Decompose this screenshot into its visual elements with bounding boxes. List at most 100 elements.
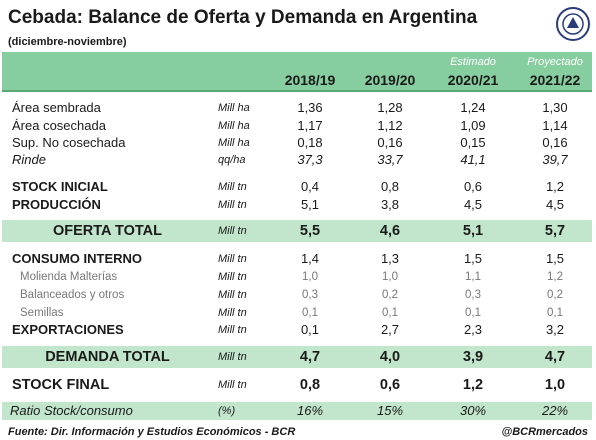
cell-value: 2,7 bbox=[380, 322, 400, 337]
cell-value: 1,0 bbox=[302, 271, 318, 283]
row-label: PRODUCCIÓN bbox=[12, 197, 101, 212]
cell-value: 1,0 bbox=[382, 271, 398, 283]
cell-value: 0,1 bbox=[302, 307, 318, 319]
row-label: Área cosechada bbox=[12, 118, 106, 133]
cell-value: 1,1 bbox=[465, 271, 481, 283]
column-header: 2021/22 bbox=[529, 72, 581, 88]
row-label: DEMANDA TOTAL bbox=[45, 349, 170, 365]
cell-value: 0,1 bbox=[465, 307, 481, 319]
row-label: OFERTA TOTAL bbox=[52, 223, 162, 239]
row-unit: Mill tn bbox=[218, 199, 247, 211]
cell-value: 0,1 bbox=[547, 307, 563, 319]
cell-value: 1,36 bbox=[297, 100, 323, 115]
cell-value: 0,3 bbox=[302, 289, 318, 301]
cell-value: 1,2 bbox=[545, 179, 565, 194]
cell-value: 1,2 bbox=[462, 377, 484, 393]
source: Fuente: Dir. Información y Estudios Econ… bbox=[8, 426, 296, 438]
cell-value: 1,30 bbox=[542, 100, 568, 115]
cell-value: 5,1 bbox=[462, 223, 484, 239]
cell-value: 2,3 bbox=[463, 322, 483, 337]
cell-value: 1,14 bbox=[542, 118, 568, 133]
title: Cebada: Balance de Oferta y Demanda en A… bbox=[8, 7, 478, 28]
cell-value: 1,5 bbox=[545, 251, 565, 266]
row-unit: Mill ha bbox=[218, 120, 250, 132]
cell-value: 3,2 bbox=[545, 322, 565, 337]
row-unit: Mill tn bbox=[218, 351, 247, 363]
cell-value: 37,3 bbox=[297, 152, 323, 167]
cell-value: 0,15 bbox=[460, 135, 486, 150]
cell-value: 0,8 bbox=[380, 179, 400, 194]
cell-value: 4,0 bbox=[379, 349, 401, 365]
cell-value: 1,5 bbox=[463, 251, 483, 266]
cell-value: 1,28 bbox=[377, 100, 403, 115]
cell-value: 4,6 bbox=[379, 223, 401, 239]
total-band bbox=[2, 346, 592, 368]
logo bbox=[556, 7, 590, 41]
cell-value: 0,16 bbox=[542, 135, 568, 150]
column-note: Proyectado bbox=[527, 56, 583, 68]
row-unit: Mill tn bbox=[218, 181, 247, 193]
cell-value: 5,5 bbox=[299, 223, 321, 239]
cell-value: 4,7 bbox=[299, 349, 321, 365]
cell-value: 22% bbox=[541, 403, 569, 418]
row-unit: Mill tn bbox=[218, 271, 247, 283]
column-header: 2019/20 bbox=[364, 72, 416, 88]
cell-value: 0,2 bbox=[382, 289, 398, 301]
row-label: Área sembrada bbox=[12, 100, 101, 115]
row-label: CONSUMO INTERNO bbox=[12, 251, 142, 266]
subtitle: (diciembre-noviembre) bbox=[8, 36, 127, 48]
cell-value: 0,18 bbox=[297, 135, 323, 150]
row-unit: Mill tn bbox=[218, 289, 247, 301]
row-label: EXPORTACIONES bbox=[12, 322, 124, 337]
cell-value: 1,24 bbox=[460, 100, 486, 115]
row-unit: Mill ha bbox=[218, 102, 250, 114]
row-label: Balanceados y otros bbox=[20, 289, 125, 301]
row-unit: Mill tn bbox=[218, 253, 247, 265]
header-band bbox=[2, 52, 592, 90]
total-band bbox=[2, 220, 592, 242]
row-unit: Mill ha bbox=[218, 137, 250, 149]
handle: @BCRmercados bbox=[501, 426, 588, 438]
cell-value: 30% bbox=[459, 403, 487, 418]
row-unit: Mill tn bbox=[218, 307, 247, 319]
cell-value: 0,1 bbox=[300, 322, 320, 337]
row-unit: Mill tn bbox=[218, 379, 247, 391]
row-label: Ratio Stock/consumo bbox=[10, 403, 133, 418]
cell-value: 0,1 bbox=[382, 307, 398, 319]
row-unit: Mill tn bbox=[218, 324, 247, 336]
cell-value: 15% bbox=[376, 403, 404, 418]
cell-value: 16% bbox=[296, 403, 324, 418]
cell-value: 4,5 bbox=[463, 197, 483, 212]
cell-value: 1,4 bbox=[300, 251, 320, 266]
header-rule bbox=[2, 90, 592, 92]
cell-value: 0,16 bbox=[377, 135, 403, 150]
column-note: Estimado bbox=[450, 56, 496, 68]
cell-value: 4,5 bbox=[545, 197, 565, 212]
cell-value: 1,09 bbox=[460, 118, 486, 133]
row-label: Sup. No cosechada bbox=[12, 135, 126, 150]
row-label: STOCK FINAL bbox=[12, 377, 110, 393]
row-label: Semillas bbox=[20, 307, 64, 319]
cell-value: 0,6 bbox=[463, 179, 483, 194]
row-label: Rinde bbox=[12, 152, 46, 167]
cell-value: 39,7 bbox=[542, 152, 568, 167]
cell-value: 3,8 bbox=[380, 197, 400, 212]
cell-value: 1,12 bbox=[377, 118, 403, 133]
cell-value: 1,0 bbox=[544, 377, 566, 393]
cell-value: 1,17 bbox=[297, 118, 323, 133]
row-label: STOCK INICIAL bbox=[12, 179, 108, 194]
cell-value: 0,4 bbox=[300, 179, 320, 194]
row-label: Molienda Malterías bbox=[20, 271, 118, 283]
cell-value: 1,3 bbox=[380, 251, 400, 266]
cell-value: 3,9 bbox=[462, 349, 484, 365]
row-unit: (%) bbox=[218, 405, 236, 417]
cell-value: 0,6 bbox=[379, 377, 401, 393]
cell-value: 1,2 bbox=[547, 271, 563, 283]
cell-value: 0,2 bbox=[547, 289, 563, 301]
cell-value: 5,1 bbox=[300, 197, 320, 212]
cell-value: 4,7 bbox=[544, 349, 566, 365]
cell-value: 5,7 bbox=[544, 223, 566, 239]
column-header: 2018/19 bbox=[284, 72, 336, 88]
cell-value: 0,8 bbox=[299, 377, 321, 393]
